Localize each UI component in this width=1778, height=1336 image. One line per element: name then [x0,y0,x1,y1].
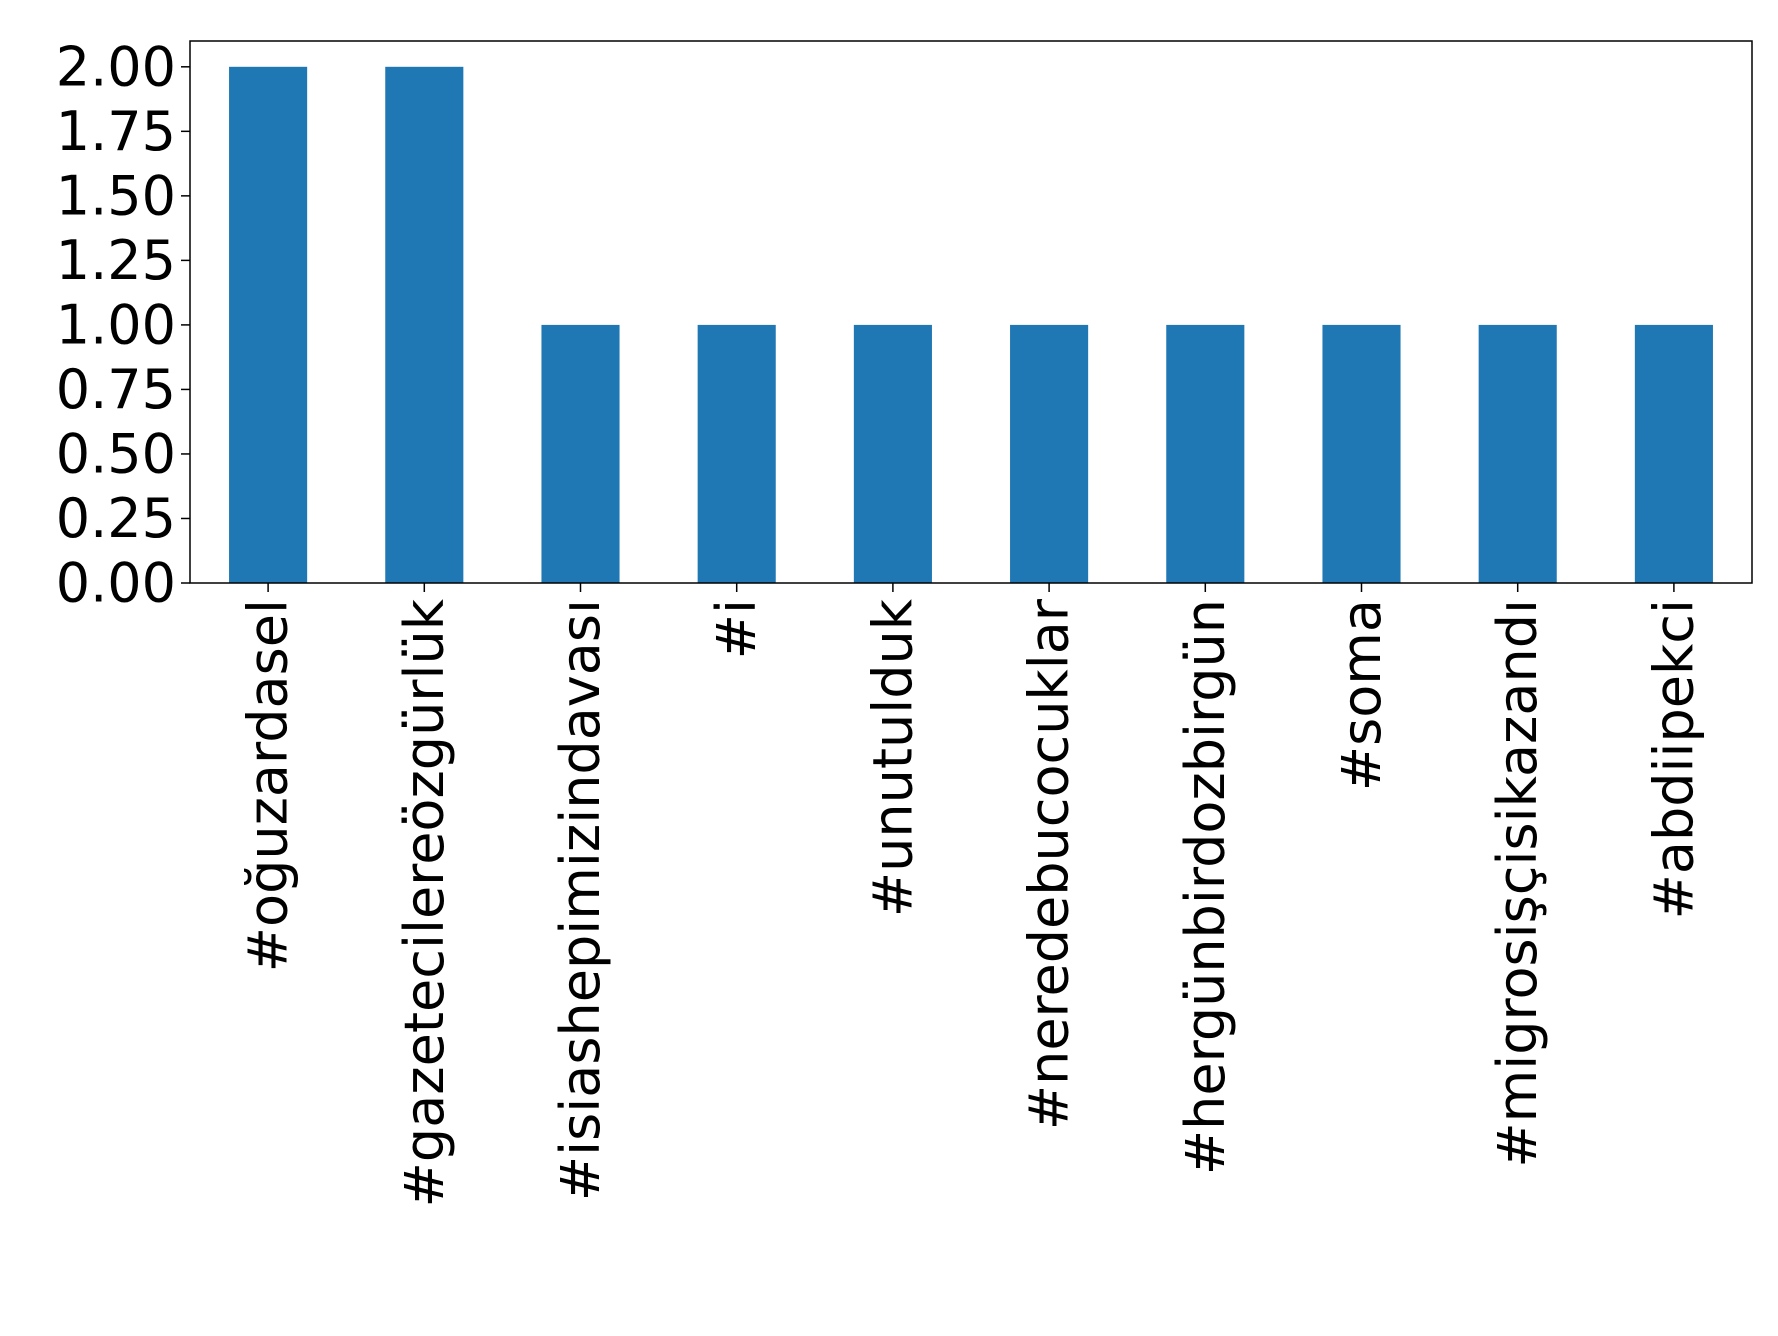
x-tick-label: #isiashepimizindavası [549,599,612,1201]
bars-layer [229,66,1713,584]
bar [229,66,308,584]
bar [1010,324,1089,583]
x-tick-label: #hergünbirdozbirgün [1174,599,1237,1175]
x-tick-label: #soma [1330,599,1393,791]
x-tick-label: #gazetecilereözgürlük [393,598,456,1207]
y-tick-label: 0.50 [56,422,176,485]
y-tick-label: 1.50 [56,164,176,227]
x-tick-label: #oğuzardasel [237,599,300,972]
y-tick-label: 0.75 [56,358,176,421]
bar [541,324,620,583]
y-tick-label: 1.25 [56,229,176,292]
y-tick-label: 1.00 [56,293,176,356]
bar [385,66,464,584]
y-tick-label: 1.75 [56,100,176,163]
x-tick-label: #abdiipekci [1642,599,1705,919]
bar [1478,324,1557,583]
x-tick-label: #neredebucocuklar [1018,598,1081,1130]
x-tick-label: #i [705,599,768,659]
bar [853,324,932,583]
x-tick-label: #unutulduk [861,598,924,917]
y-tick-label: 2.00 [56,35,176,98]
y-tick-label: 0.25 [56,487,176,550]
plot-frame [189,40,1753,584]
bar [1166,324,1245,583]
y-tick-label: 0.00 [56,552,176,615]
bar [1634,324,1713,583]
x-tick-label: #migrosişçisikazandı [1486,599,1549,1168]
bar [697,324,776,583]
x-axis: #oğuzardasel #gazetecilereözgürlük #isiash… [237,583,1705,1207]
bar [1322,324,1401,583]
y-axis: 0.000.250.500.751.001.251.501.752.00 [56,35,190,615]
